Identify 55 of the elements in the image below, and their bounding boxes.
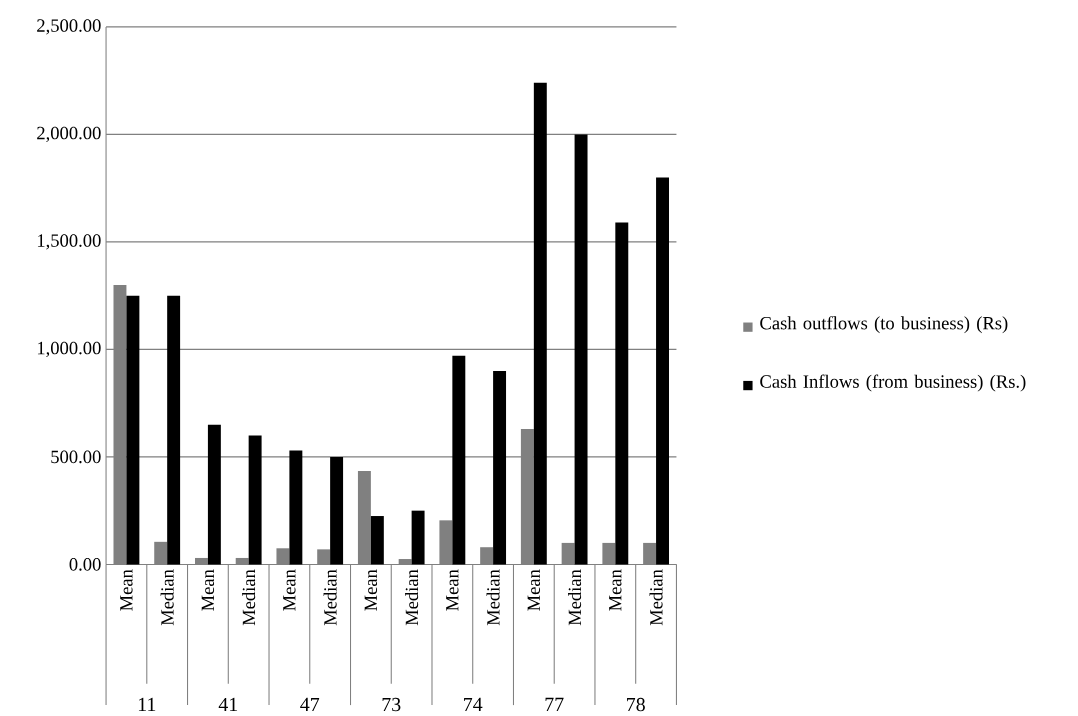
x-tick-label: Mean <box>120 569 133 612</box>
bar <box>317 549 331 565</box>
bar <box>398 559 412 565</box>
text: 73 <box>382 698 401 712</box>
bar <box>330 457 344 565</box>
x-tick-label: Median <box>160 569 174 626</box>
bar <box>276 548 290 565</box>
bar <box>615 222 629 565</box>
x-tick-label: Mean <box>364 569 378 612</box>
bar <box>370 516 384 565</box>
y-tick-label: 1,500.00 <box>37 234 101 250</box>
bar <box>207 424 221 565</box>
bar <box>235 558 249 565</box>
bar <box>357 471 371 565</box>
bar <box>194 558 208 565</box>
bar <box>574 134 588 565</box>
text: 41 <box>218 698 238 712</box>
bar <box>289 450 303 565</box>
bar <box>126 295 140 565</box>
bar <box>480 547 494 565</box>
x-tick-label: Mean <box>609 569 622 612</box>
y-tick-label: 1,000.00 <box>37 341 101 358</box>
x-tick-label: Median <box>242 569 256 626</box>
text: 78 <box>627 698 645 712</box>
x-tick-label: Median <box>649 569 663 626</box>
bar <box>452 356 466 565</box>
y-tick-label: 500.00 <box>51 450 101 464</box>
legend-label: Cash outflows (to business) (Rs) <box>760 316 1008 334</box>
text: 11 <box>138 698 156 712</box>
legend-label: Cash Inflows (from business) (Rs.) <box>760 374 1026 392</box>
x-tick-label: Mean <box>283 569 296 612</box>
text: 47 <box>300 698 320 712</box>
bar <box>533 82 547 565</box>
bar <box>154 541 168 565</box>
x-tick-label: Median <box>323 569 337 626</box>
x-tick-label: Median <box>486 569 500 626</box>
bar <box>493 371 507 565</box>
bar <box>411 510 425 565</box>
text: 74 <box>464 698 483 712</box>
x-tick-label: Mean <box>446 569 459 612</box>
x-tick-label: Median <box>405 569 419 626</box>
y-tick-label: 2,500.00 <box>37 19 101 35</box>
x-tick-label: Mean <box>527 569 541 612</box>
y-tick-label: 0.00 <box>69 558 101 571</box>
text: 77 <box>545 698 564 712</box>
bar <box>602 543 616 565</box>
bar <box>643 543 657 565</box>
x-tick-label: Mean <box>201 569 215 612</box>
x-tick-label: Median <box>568 569 582 626</box>
bar <box>248 435 262 565</box>
bar <box>167 295 181 565</box>
bar <box>656 177 670 565</box>
bar <box>561 543 575 565</box>
bar <box>439 520 453 565</box>
y-tick-label: 2,000.00 <box>37 126 101 143</box>
